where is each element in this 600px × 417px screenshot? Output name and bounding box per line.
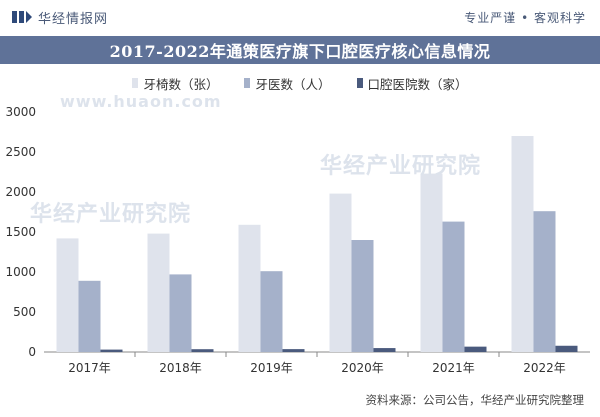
bar-dentists <box>169 274 192 352</box>
legend-item-hospitals: 口腔医院数（家） <box>356 74 468 93</box>
y-tick-label: 1500 <box>5 225 36 239</box>
y-tick-label: 500 <box>13 305 36 319</box>
bar-dentists <box>533 211 556 352</box>
legend-item-chairs: 牙椅数（张） <box>132 74 218 93</box>
legend-label-hospitals: 口腔医院数（家） <box>367 76 468 92</box>
bar-chairs <box>238 224 261 352</box>
legend-label-dentists: 牙医数（人） <box>255 76 331 92</box>
bar-chairs <box>420 173 443 352</box>
x-tick-label: 2019年 <box>250 361 293 375</box>
y-tick-label: 1000 <box>5 265 36 279</box>
legend-label-chairs: 牙椅数（张） <box>143 76 219 92</box>
legend-swatch-chairs <box>132 78 139 88</box>
x-tick-label: 2020年 <box>341 361 384 375</box>
chart-title: 2017-2022年通策医疗旗下口腔医疗核心信息情况 <box>109 42 491 61</box>
x-tick-label: 2022年 <box>523 361 566 375</box>
bar-hospitals <box>373 348 396 352</box>
y-tick-label: 0 <box>28 345 36 359</box>
x-tick-label: 2018年 <box>159 361 202 375</box>
bar-hospitals <box>191 349 214 352</box>
bar-chairs <box>329 193 352 352</box>
bar-hospitals <box>100 349 123 352</box>
y-tick-label: 2000 <box>5 185 36 199</box>
legend-swatch-hospitals <box>356 78 363 88</box>
bar-dentists <box>260 271 283 352</box>
chart-legend: 牙椅数（张） 牙医数（人） 口腔医院数（家） <box>0 72 600 94</box>
chart-title-bar: 2017-2022年通策医疗旗下口腔医疗核心信息情况 <box>0 36 600 64</box>
bar-dentists <box>442 221 465 352</box>
x-tick-label: 2017年 <box>68 361 111 375</box>
tagline: 专业严谨 • 客观科学 <box>464 10 586 25</box>
bar-chairs <box>147 233 170 352</box>
top-bar: 华经情报网 专业严谨 • 客观科学 <box>0 0 600 34</box>
bar-hospitals <box>464 346 487 352</box>
bar-chairs <box>56 238 79 352</box>
bar-hospitals <box>282 349 305 352</box>
y-tick-label: 2500 <box>5 145 36 159</box>
legend-swatch-dentists <box>244 78 251 88</box>
brand-logo-icon <box>12 11 32 23</box>
bar-chairs <box>511 136 534 352</box>
bar-dentists <box>78 280 101 352</box>
x-tick-label: 2021年 <box>432 361 475 375</box>
legend-item-dentists: 牙医数（人） <box>244 74 331 93</box>
bar-hospitals <box>555 345 578 352</box>
bar-dentists <box>351 240 374 352</box>
brand-name: 华经情报网 <box>38 11 109 27</box>
y-tick-label: 3000 <box>5 105 36 119</box>
source-note: 资料来源：公司公告，华经产业研究院整理 <box>363 392 586 408</box>
brand: 华经情报网 <box>12 8 108 27</box>
